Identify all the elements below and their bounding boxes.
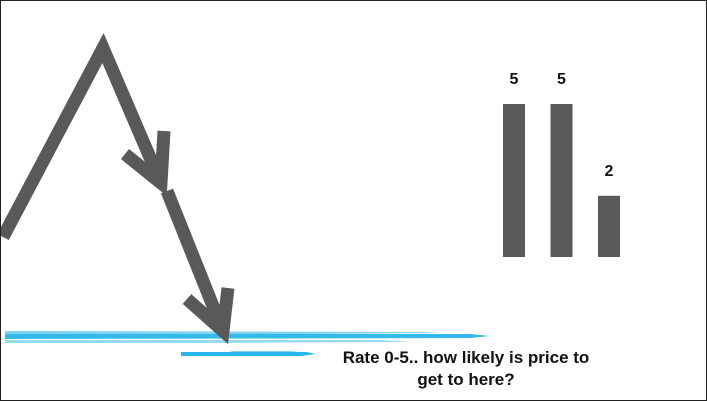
caption-line-2: get to here? bbox=[417, 370, 515, 389]
rating-bars: 5 5 2 bbox=[503, 71, 620, 257]
price-path-second-leg bbox=[160, 188, 230, 334]
price-path-arrow bbox=[1, 32, 235, 345]
bar-2 bbox=[550, 104, 573, 257]
bar-3 bbox=[598, 195, 620, 257]
question-caption: Rate 0-5.. how likely is price to get to… bbox=[301, 347, 631, 391]
bar-value-label-2: 5 bbox=[557, 71, 566, 88]
arrowhead-2 bbox=[182, 287, 235, 345]
bar-1 bbox=[503, 104, 525, 257]
price-path-first-leg bbox=[1, 32, 167, 241]
arrowhead-1 bbox=[120, 130, 171, 196]
bar-value-label-1: 5 bbox=[510, 71, 519, 88]
bar-value-label-3: 2 bbox=[605, 163, 614, 180]
caption-line-1: Rate 0-5.. how likely is price to bbox=[342, 348, 590, 367]
target-level-line bbox=[5, 331, 489, 356]
